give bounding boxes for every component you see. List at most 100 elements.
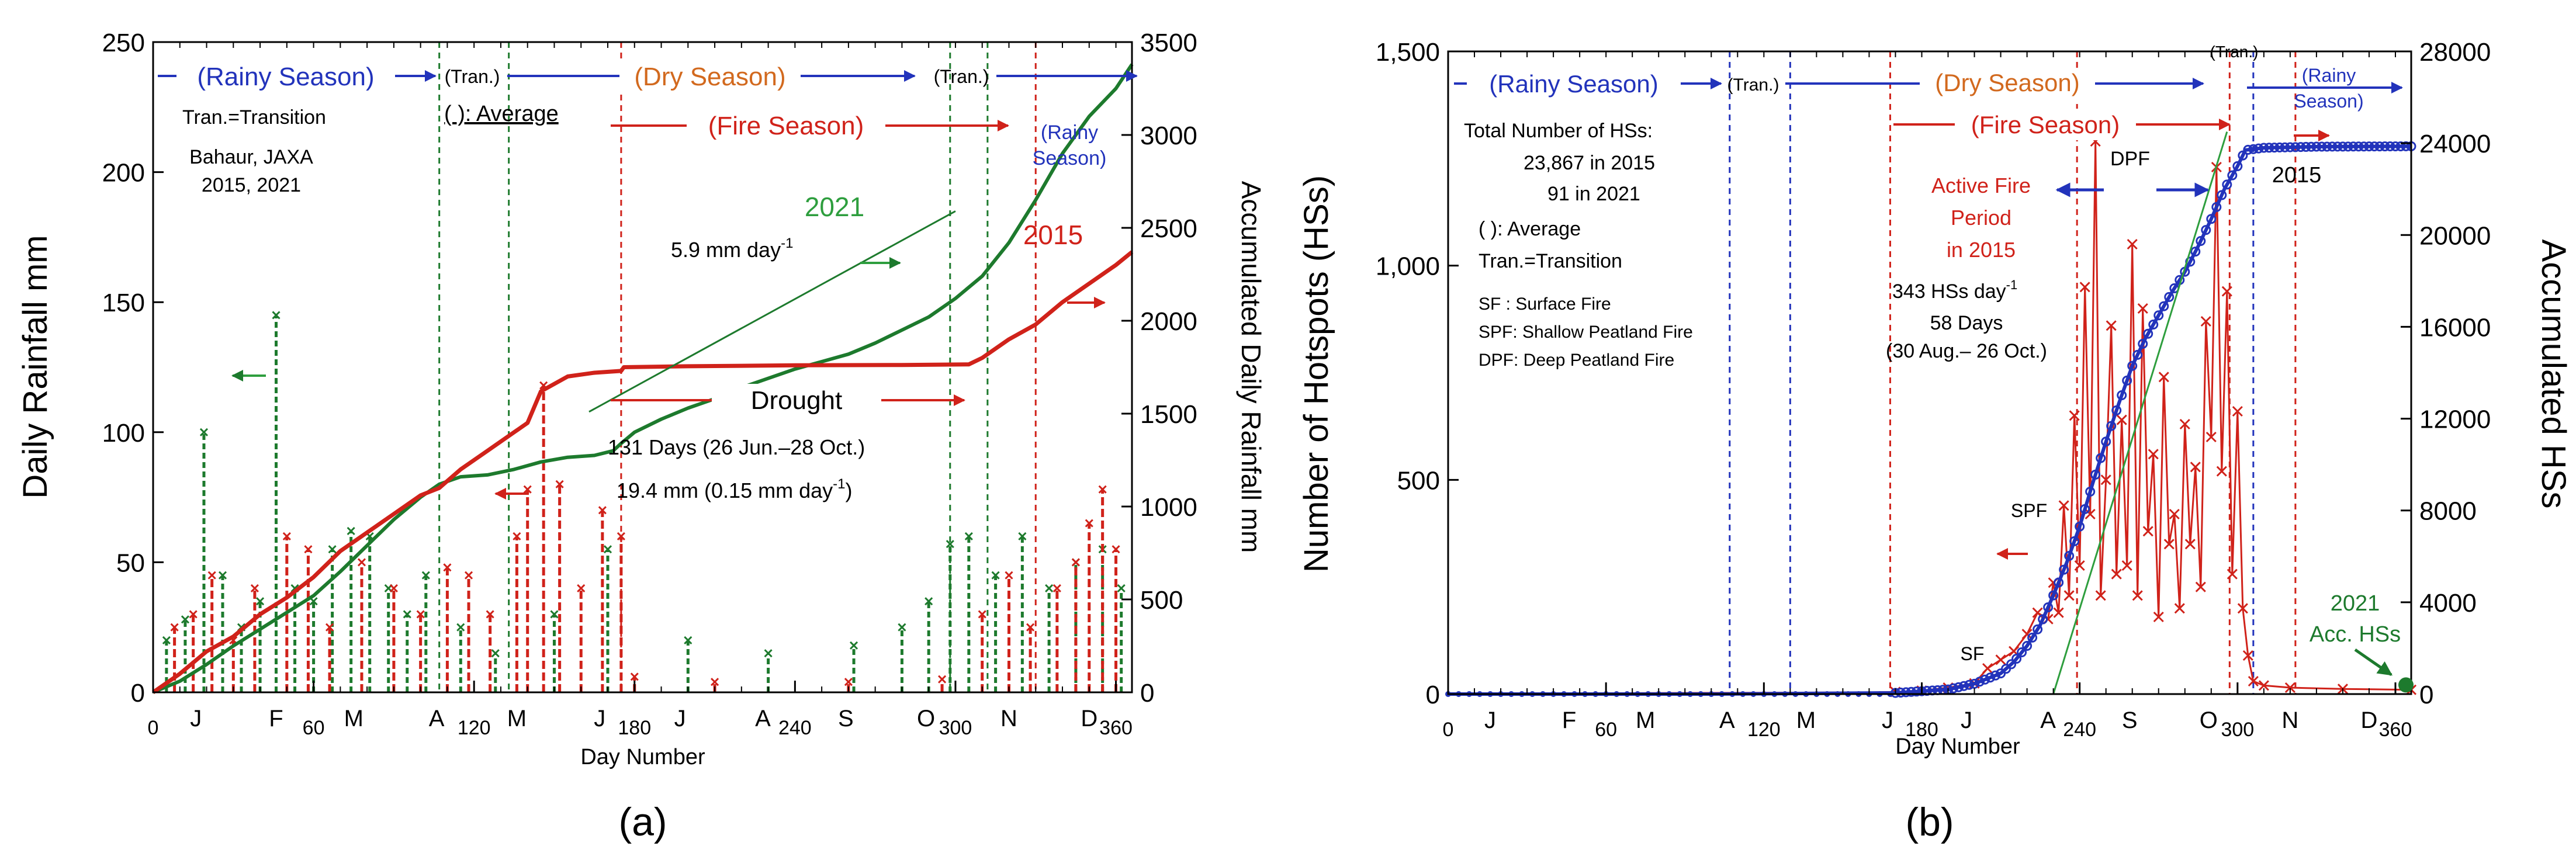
hotspot-2015-accumulated-marker [2059,564,2069,575]
panel-b-right-tick-label: 12000 [2419,405,2491,434]
panel-b-acc-2021-2: Acc. HSs [2310,622,2401,647]
rain-2015-daily-marker [1112,545,1120,554]
hotspot-2015-daily-marker [2127,238,2138,250]
rain-2015-daily-marker [486,610,494,619]
hotspot-2015-accumulated-marker [2343,141,2353,152]
panel-b-dpf-def: DPF: Deep Peatland Fire [1479,351,1674,370]
hotspot-2015-accumulated-marker [2395,141,2406,151]
panel-b-month-label: A [1719,708,1735,733]
panel-a-right-tick-label: 2500 [1140,214,1197,243]
panel-b-active-1: Active Fire [1931,174,2031,197]
panel-a-tran1: (Tran.) [445,66,500,87]
hotspot-2015-accumulated-marker [2243,144,2253,155]
hotspot-2015-accumulated-marker [2027,632,2038,643]
panel-b-right-tick-label: 28000 [2419,38,2491,67]
hotspot-2015-daily-marker [2069,410,2080,421]
hotspot-2015-accumulated-marker [2295,142,2306,152]
panel-a-right-tick-label: 1500 [1140,400,1197,429]
hotspot-2015-accumulated-marker [2364,141,2374,152]
panel-a-left-tick-label: 100 [102,419,145,448]
hotspot-2015-accumulated-line [1448,144,2412,696]
panel-a-right-tick-label: 3000 [1140,122,1197,150]
panel-b-month-label: J [1961,708,1972,733]
panel-a-day-tick-label: 240 [778,717,812,739]
rain-2015-daily-marker [250,584,259,592]
hotspot-2015-daily-marker [2284,682,2295,693]
panel-a-average-def: ( ): Average [444,102,559,126]
rain-2021-daily-marker [218,571,227,580]
rain-2021-daily-marker [491,649,500,658]
panel-b-tran-def: Tran.=Transition [1479,250,1622,272]
panel-a-years: 2015, 2021 [202,174,301,196]
panel-a-right-tick-label: 2000 [1140,307,1197,336]
panel-a-day-tick-label: 180 [618,717,651,739]
hotspot-2015-accumulated-marker [2033,624,2043,634]
panel-a-rainy-end-2: Season) [1033,147,1107,169]
panel-a-y-left-label: Daily Rainfall mm [16,235,54,498]
rain-2021-daily-marker [991,571,1000,580]
hotspot-2015-accumulated-marker [2227,170,2238,181]
hotspot-2015-daily-marker [2074,560,2085,571]
hotspot-2015-daily-marker [2137,303,2148,314]
rain-2015-daily-marker [577,584,586,592]
hotspot-2015-accumulated-marker [1895,687,1906,698]
panel-a-day-tick-label: 0 [148,717,159,739]
hotspot-2015-accumulated-marker [2117,390,2127,400]
panel-b-average-def: ( ): Average [1479,218,1581,240]
hotspot-2015-accumulated-marker [2306,141,2317,152]
panel-a-month-label: N [1000,706,1017,731]
panel-b-total-title: Total Number of HSs: [1464,120,1653,142]
panel-b-right-tick-label: 24000 [2419,130,2491,158]
hotspot-2015-daily-marker [2148,449,2159,460]
panel-a-dry-season: (Dry Season) [634,63,785,91]
hotspot-2015-accumulated-marker [1911,686,1921,697]
hotspot-2015-accumulated-marker [2290,142,2301,152]
hotspot-2015-daily-marker [2221,286,2232,297]
panel-b-acc-2021-arrow [2354,648,2393,677]
rain-2021-daily-marker [328,545,337,554]
panel-a-left-tick-label: 250 [102,29,145,57]
hotspot-2015-accumulated-marker [2285,142,2295,152]
panel-b-x-label: Day Number [1895,734,2020,759]
panel-a-day-tick-label: 60 [303,717,325,739]
hotspot-2015-accumulated-marker [2096,453,2106,463]
panel-b-y-right-label: Accumulated HSs [2535,240,2572,509]
panel-a-month-label: J [594,706,605,731]
hotspot-2015-daily-marker [2111,568,2122,580]
rain-2021-daily-marker [347,526,355,536]
panel-b-label: (b) [1905,800,1954,844]
hotspot-2015-accumulated-marker [2253,143,2264,154]
hotspot-2015-accumulated-marker [2159,301,2169,311]
hotspot-2015-daily-marker [2227,568,2238,580]
hotspot-2015-daily-marker [2085,508,2096,520]
hotspot-2015-accumulated-marker [2054,577,2064,588]
hotspot-2015-accumulated-marker [1954,682,1964,692]
hotspot-2015-accumulated-marker [2232,161,2243,171]
panel-b-day-tick-label: 60 [1595,719,1617,741]
panel-a-day-tick-label: 120 [458,717,491,739]
hotspot-2015-accumulated-marker [2017,647,2027,657]
rain-2021-daily-marker [272,311,281,320]
panel-a-left-tick-label: 50 [116,549,145,577]
panel-b-rainy-end-1: (Rainy [2302,65,2356,86]
panel-b-fire-season: (Fire Season) [1971,111,2120,138]
panel-b-label-2015: 2015 [2272,163,2322,188]
panel-b-day-tick-label: 0 [1443,719,1454,741]
panel-b-spf: SPF [2011,500,2047,521]
rain-2021-daily-marker [964,532,973,540]
rain-2015-daily-marker [443,563,452,572]
hotspot-2015-accumulated-marker [2111,405,2122,415]
rain-2021-daily-marker [456,623,465,632]
panel-a-plot-frame [152,41,1133,693]
rain-2021-daily-marker [421,571,430,580]
panel-b-right-tick-label: 4000 [2419,589,2477,618]
panel-b-month-label: M [1636,708,1655,733]
hotspot-2015-accumulated-marker [1969,678,1980,689]
hotspot-2015-accumulated-marker [2048,590,2059,601]
hotspot-2015-accumulated-marker [2264,143,2274,153]
hotspot-2015-accumulated-marker [2269,143,2280,153]
hotspot-2015-accumulated-marker [2311,141,2322,152]
rain-2021-daily-marker [1117,584,1126,592]
hotspot-2015-accumulated-marker [2201,225,2211,235]
